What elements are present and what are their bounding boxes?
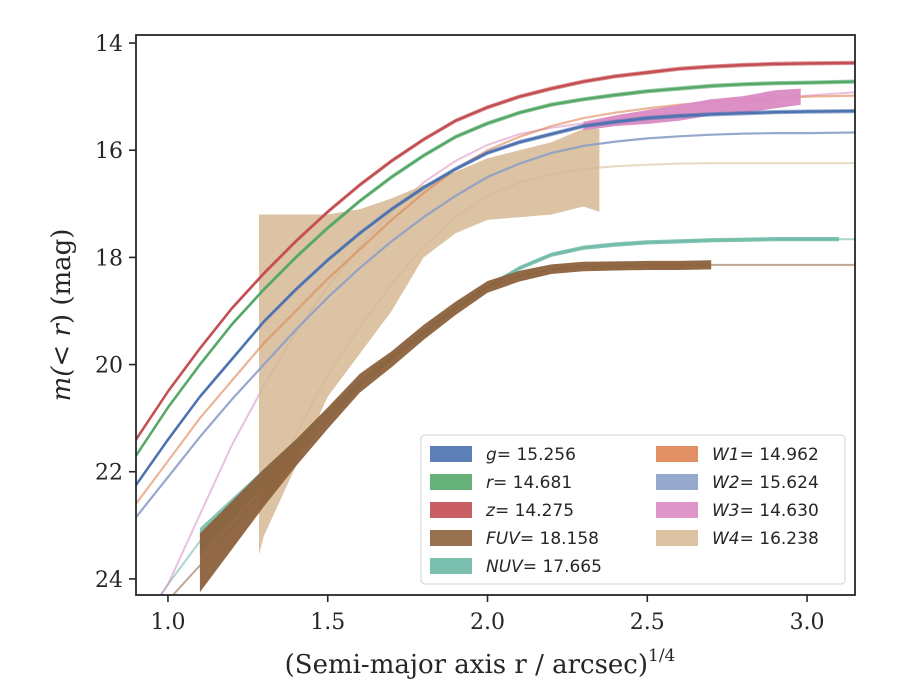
y-tick-label: 24 xyxy=(95,568,123,593)
legend-label-r: r= 14.681 xyxy=(486,473,572,493)
legend-swatch-g xyxy=(430,446,472,462)
legend-label-w4: W4= 16.238 xyxy=(712,529,819,549)
series-w4-band xyxy=(259,128,600,555)
legend-label-value: = 15.624 xyxy=(740,473,819,493)
legend-label-var: NUV xyxy=(486,557,524,577)
legend-swatch-r xyxy=(430,474,472,490)
y-tick-label: 16 xyxy=(95,139,123,164)
y-axis-label: m(< r) (mag) xyxy=(47,229,77,402)
legend-label-value: = 14.681 xyxy=(493,473,572,493)
x-tick-label: 2.5 xyxy=(630,610,665,635)
legend-label-var: W3 xyxy=(712,501,740,521)
x-axis-label: (Semi-major axis r / arcsec)1/4 xyxy=(285,646,676,680)
x-tick-label: 3.0 xyxy=(790,610,825,635)
legend-label-value: = 14.630 xyxy=(740,501,819,521)
legend-swatch-fuv xyxy=(430,530,472,546)
legend-label-value: = 16.238 xyxy=(740,529,819,549)
series-r-line xyxy=(136,80,855,457)
legend-label-w3: W3= 14.630 xyxy=(712,501,819,521)
legend-label-value: = 14.275 xyxy=(495,501,574,521)
legend-label-var: W1 xyxy=(712,445,740,465)
x-axis-label-text: (Semi-major axis r / arcsec) xyxy=(285,650,648,680)
series-g-line xyxy=(136,109,855,486)
series-layer xyxy=(136,60,855,595)
legend-label-var: r xyxy=(486,473,494,493)
y-tick-label: 20 xyxy=(95,354,123,379)
y-tick-label: 18 xyxy=(95,246,123,271)
legend-swatch-z xyxy=(430,502,472,518)
legend-swatch-w2 xyxy=(656,474,698,490)
y-axis-label-suffix: ) (mag) xyxy=(47,229,77,325)
legend-label-fuv: FUV= 18.158 xyxy=(486,529,599,549)
legend-label-var: g xyxy=(486,445,497,465)
legend-swatch-w1 xyxy=(656,446,698,462)
legend-label-var: FUV xyxy=(486,529,521,549)
legend-label-w2: W2= 15.624 xyxy=(712,473,819,493)
y-axis-label-italic: < r xyxy=(47,323,77,367)
series-z-line xyxy=(136,61,855,441)
y-tick-label: 14 xyxy=(95,32,123,57)
y-axis-label-prefix: m( xyxy=(47,366,77,402)
series-w2-line xyxy=(136,131,855,518)
legend-label-g: g= 15.256 xyxy=(486,445,576,465)
legend-label-value: = 15.256 xyxy=(497,445,576,465)
legend-label-w1: W1= 14.962 xyxy=(712,445,819,465)
legend-label-var: W4 xyxy=(712,529,740,549)
legend-label-nuv: NUV= 17.665 xyxy=(486,557,602,577)
axis-ticks: 1.0 1.5 2.0 2.5 3.0 14 16 18 20 22 24 xyxy=(95,32,825,635)
legend-label-z: z= 14.275 xyxy=(485,501,574,521)
x-tick-label: 2.0 xyxy=(470,610,505,635)
legend-label-var: z xyxy=(485,501,496,521)
legend-frame xyxy=(420,434,846,585)
legend-label-value: = 14.962 xyxy=(740,445,819,465)
legend-swatch-w3 xyxy=(656,502,698,518)
legend-label-value: = 18.158 xyxy=(520,529,599,549)
legend-swatch-nuv xyxy=(430,558,472,574)
x-axis-label-exponent: 1/4 xyxy=(648,646,675,666)
x-tick-label: 1.0 xyxy=(150,610,185,635)
legend-label-var: W2 xyxy=(712,473,740,493)
legend-label-value: = 17.665 xyxy=(523,557,602,577)
legend-swatch-w4 xyxy=(656,530,698,546)
y-tick-label: 22 xyxy=(95,461,123,486)
plot-frame xyxy=(135,34,856,596)
x-tick-label: 1.5 xyxy=(310,610,345,635)
